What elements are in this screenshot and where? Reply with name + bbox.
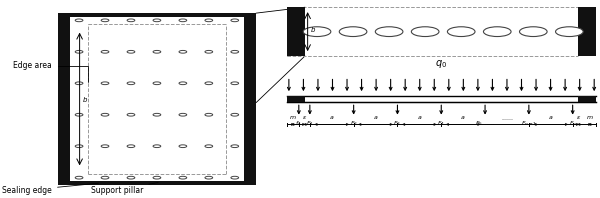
Circle shape xyxy=(231,82,239,85)
Text: Sealing edge: Sealing edge xyxy=(2,183,98,195)
Text: $b$: $b$ xyxy=(82,94,88,104)
Circle shape xyxy=(127,145,135,148)
Circle shape xyxy=(153,145,161,148)
Circle shape xyxy=(75,19,83,22)
Text: $a$: $a$ xyxy=(548,114,553,121)
Text: $a$: $a$ xyxy=(329,114,334,121)
Circle shape xyxy=(153,176,161,179)
Bar xyxy=(578,7,596,56)
Circle shape xyxy=(412,27,439,36)
Bar xyxy=(58,13,256,185)
Circle shape xyxy=(75,82,83,85)
Bar xyxy=(578,96,596,102)
Text: $a$: $a$ xyxy=(373,114,378,121)
Circle shape xyxy=(376,27,403,36)
Text: $F_5$……: $F_5$…… xyxy=(475,120,495,128)
Circle shape xyxy=(205,145,212,148)
Circle shape xyxy=(153,113,161,116)
Text: $m$: $m$ xyxy=(586,114,593,121)
Circle shape xyxy=(179,19,187,22)
Text: $F_1$: $F_1$ xyxy=(306,120,314,128)
Circle shape xyxy=(101,176,109,179)
Text: $\varepsilon$: $\varepsilon$ xyxy=(302,114,307,121)
Circle shape xyxy=(556,27,583,36)
Circle shape xyxy=(75,145,83,148)
Circle shape xyxy=(339,27,367,36)
Text: $F_4$: $F_4$ xyxy=(437,120,445,128)
Circle shape xyxy=(101,82,109,85)
Circle shape xyxy=(205,50,212,53)
Circle shape xyxy=(179,82,187,85)
Circle shape xyxy=(101,19,109,22)
Circle shape xyxy=(231,113,239,116)
Circle shape xyxy=(75,113,83,116)
Text: $m$: $m$ xyxy=(289,114,296,121)
Circle shape xyxy=(520,27,547,36)
Circle shape xyxy=(205,113,212,116)
Bar xyxy=(287,96,305,102)
Text: $F_{n-1}$: $F_{n-1}$ xyxy=(521,120,537,128)
Circle shape xyxy=(153,50,161,53)
Text: $\varepsilon$: $\varepsilon$ xyxy=(575,114,581,121)
Circle shape xyxy=(127,113,135,116)
Circle shape xyxy=(153,82,161,85)
Text: Edge area: Edge area xyxy=(13,61,88,83)
Bar xyxy=(70,17,244,181)
Circle shape xyxy=(127,19,135,22)
Circle shape xyxy=(179,50,187,53)
Circle shape xyxy=(127,176,135,179)
Circle shape xyxy=(127,50,135,53)
Text: $F_n$: $F_n$ xyxy=(569,120,577,128)
Circle shape xyxy=(231,176,239,179)
Text: $a$: $a$ xyxy=(416,114,422,121)
Circle shape xyxy=(231,50,239,53)
Circle shape xyxy=(205,176,212,179)
Circle shape xyxy=(101,50,109,53)
Circle shape xyxy=(179,113,187,116)
Circle shape xyxy=(231,145,239,148)
Circle shape xyxy=(101,113,109,116)
Text: ......: ...... xyxy=(501,116,513,121)
Circle shape xyxy=(484,27,511,36)
Text: $b$: $b$ xyxy=(310,25,317,34)
Text: $a$: $a$ xyxy=(460,114,466,121)
Text: $F_3$: $F_3$ xyxy=(394,120,401,128)
Circle shape xyxy=(205,82,212,85)
Circle shape xyxy=(231,19,239,22)
Circle shape xyxy=(75,50,83,53)
Circle shape xyxy=(127,82,135,85)
Circle shape xyxy=(303,27,331,36)
Circle shape xyxy=(179,176,187,179)
Text: $f_4$: $f_4$ xyxy=(295,120,302,128)
Text: $q_0$: $q_0$ xyxy=(435,58,447,70)
Circle shape xyxy=(101,145,109,148)
Circle shape xyxy=(205,19,212,22)
Circle shape xyxy=(153,19,161,22)
Circle shape xyxy=(75,176,83,179)
Bar xyxy=(287,7,305,56)
Circle shape xyxy=(179,145,187,148)
Text: $F_2$: $F_2$ xyxy=(350,120,358,128)
Circle shape xyxy=(448,27,475,36)
Text: Support pillar: Support pillar xyxy=(91,183,158,195)
